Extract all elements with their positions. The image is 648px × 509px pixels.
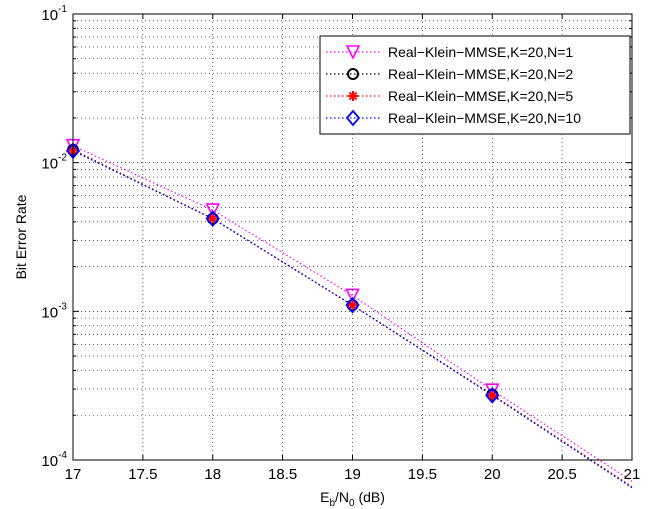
x-tick-label: 19 [344, 466, 361, 483]
series-4-point [485, 387, 500, 404]
y-tick-label: 10-1 [41, 4, 67, 24]
y-tick-label: 10-2 [41, 153, 67, 173]
x-tick-label: 18.5 [268, 466, 297, 483]
x-tick-label: 17 [65, 466, 82, 483]
legend-marker-2 [347, 68, 359, 80]
x-tick-label: 17.5 [128, 466, 157, 483]
x-tick-label: 20.5 [548, 466, 577, 483]
x-tick-label: 18 [204, 466, 221, 483]
x-axis-label: Eb/N0 (dB) [320, 489, 385, 509]
series-3-point [487, 390, 498, 401]
x-tick-label: 19.5 [408, 466, 437, 483]
legend-label-3: Real−Klein−MMSE,K=20,N=5 [388, 88, 573, 104]
legend-label-1: Real−Klein−MMSE,K=20,N=1 [388, 44, 573, 60]
x-tick-label: 20 [484, 466, 501, 483]
y-axis-label: Bit Error Rate [13, 194, 29, 279]
series-1-point [345, 288, 360, 304]
legend-marker-1 [345, 45, 361, 60]
series-3-point [207, 213, 218, 224]
legend-marker-3 [348, 91, 358, 101]
series-3-point [347, 300, 358, 311]
series-4-point [205, 210, 220, 228]
x-tick-label: 21 [624, 466, 641, 483]
legend-marker-4 [345, 109, 361, 127]
legend-label-4: Real−Klein−MMSE,K=20,N=10 [388, 110, 581, 126]
legend-box [319, 35, 631, 135]
y-tick-label: 10-4 [41, 450, 67, 470]
series-4-point [345, 296, 360, 314]
y-tick-label: 10-3 [41, 301, 67, 321]
legend: Real−Klein−MMSE,K=20,N=1 Real−Klein−MMSE,… [319, 35, 631, 135]
legend-label-2: Real−Klein−MMSE,K=20,N=2 [388, 66, 573, 82]
series-1-point [205, 203, 221, 218]
